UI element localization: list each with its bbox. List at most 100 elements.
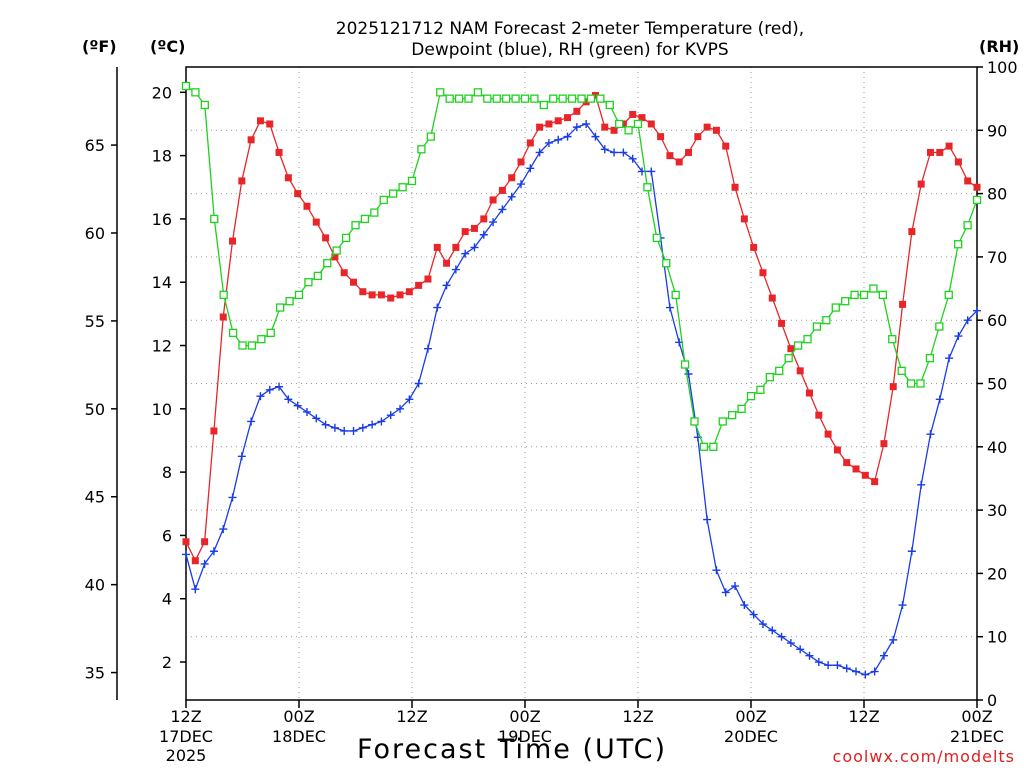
rh-point bbox=[859, 290, 869, 300]
rh-tick-label: 40 bbox=[987, 438, 1007, 457]
dewpoint-point bbox=[610, 148, 619, 157]
temperature-point bbox=[805, 389, 813, 397]
rh-point bbox=[304, 278, 313, 287]
temperature-point bbox=[489, 196, 497, 204]
rh-point bbox=[436, 88, 445, 97]
rh-point bbox=[972, 195, 982, 205]
fahrenheit-tick-label: 60 bbox=[85, 224, 105, 243]
temperature-point bbox=[405, 288, 413, 296]
temperature-point bbox=[564, 114, 572, 122]
dewpoint-point bbox=[786, 639, 795, 648]
dewpoint-point bbox=[209, 547, 218, 556]
rh-point bbox=[370, 208, 379, 217]
dewpoint-point bbox=[330, 423, 339, 432]
x-tick-hour-label: 12Z bbox=[622, 707, 653, 726]
dewpoint-point bbox=[684, 370, 693, 379]
rh-point bbox=[351, 221, 360, 230]
dewpoint-point bbox=[628, 154, 637, 163]
x-tick-year-label: 2025 bbox=[166, 746, 207, 765]
dewpoint-point bbox=[731, 582, 740, 591]
rh-tick-label: 80 bbox=[987, 185, 1007, 204]
temperature-point bbox=[647, 120, 655, 128]
temperature-point bbox=[247, 136, 255, 144]
rh-tick-label: 70 bbox=[987, 248, 1007, 267]
rh-point bbox=[709, 442, 718, 451]
dewpoint-point bbox=[293, 401, 302, 410]
rh-point bbox=[699, 442, 709, 451]
temperature-point bbox=[899, 300, 907, 308]
temperature-point bbox=[210, 427, 218, 435]
axes: 35 40 45 50 55 60 65 2 4 6 8 10 12 14 16 18 20 0 10 20 30 40 5… bbox=[85, 58, 1018, 710]
temperature-point bbox=[377, 291, 385, 299]
dewpoint-point bbox=[498, 205, 507, 214]
rh-point bbox=[916, 379, 925, 388]
chart-title-line-1: 2025121712 NAM Forecast 2-meter Temperat… bbox=[336, 19, 804, 39]
temperature-point bbox=[685, 148, 693, 156]
rh-point bbox=[426, 132, 435, 141]
temperature-point bbox=[350, 278, 358, 286]
chart-title: 2025121712 NAM Forecast 2-meter Temperat… bbox=[336, 19, 804, 60]
rh-point bbox=[191, 88, 200, 97]
temperature-point bbox=[815, 411, 823, 419]
temperature-point bbox=[610, 126, 618, 134]
temperature-point bbox=[889, 383, 897, 391]
temperature-point bbox=[619, 120, 627, 128]
temperature-point bbox=[443, 259, 451, 267]
temperature-point bbox=[294, 190, 302, 198]
celsius-tick-label: 20 bbox=[152, 83, 172, 102]
grid-lines bbox=[186, 67, 977, 700]
rh-point bbox=[803, 335, 812, 344]
rh-point bbox=[756, 385, 765, 394]
dewpoint-point bbox=[405, 395, 414, 404]
rh-tick-label: 30 bbox=[987, 501, 1007, 520]
temperature-point bbox=[591, 91, 599, 99]
dewpoint-point bbox=[470, 243, 479, 252]
rh-point bbox=[473, 88, 483, 97]
dewpoint-point bbox=[935, 395, 944, 404]
chart-title-line-2: Dewpoint (blue), RH (green) for KVPS bbox=[411, 40, 728, 60]
dewpoint-point bbox=[889, 635, 898, 644]
rh-point bbox=[662, 259, 671, 268]
dewpoint-point bbox=[796, 645, 805, 654]
temperature-point bbox=[787, 345, 795, 353]
temperature-point bbox=[452, 243, 460, 251]
dewpoint-point bbox=[517, 180, 526, 189]
rh-point bbox=[210, 214, 219, 224]
temperature-point bbox=[480, 215, 488, 223]
temperature-point bbox=[657, 133, 665, 141]
dewpoint-point bbox=[219, 525, 228, 534]
dewpoint-point bbox=[368, 420, 377, 429]
rh-point bbox=[963, 221, 972, 230]
rh-point bbox=[624, 126, 633, 135]
rh-tick-label: 20 bbox=[987, 564, 1007, 583]
data-series bbox=[181, 81, 982, 679]
rh-point bbox=[615, 119, 624, 129]
fahrenheit-tick-label: 45 bbox=[85, 488, 105, 507]
rh-point bbox=[793, 341, 803, 350]
rh-point bbox=[511, 94, 520, 103]
rh-point bbox=[888, 335, 897, 344]
rh-point bbox=[586, 94, 596, 103]
dewpoint-point bbox=[228, 493, 237, 502]
temperature-point bbox=[219, 313, 227, 321]
dewpoint-point bbox=[973, 306, 981, 315]
rh-point bbox=[869, 284, 878, 293]
temperature-point bbox=[666, 152, 674, 160]
x-tick-hour-label: 12Z bbox=[170, 707, 201, 726]
temperature-point bbox=[843, 459, 851, 467]
dewpoint-point bbox=[349, 426, 358, 435]
dewpoint-point bbox=[489, 218, 498, 227]
dewpoint-point bbox=[461, 249, 470, 258]
rh-point bbox=[643, 183, 652, 192]
dewpoint-point bbox=[284, 395, 293, 404]
temperature-point bbox=[256, 117, 264, 125]
x-tick-hour-label: 12Z bbox=[396, 707, 427, 726]
dewpoint-point bbox=[507, 192, 516, 201]
temperature-point bbox=[191, 557, 199, 565]
rh-point bbox=[228, 328, 238, 338]
rh-point bbox=[492, 94, 501, 103]
temperature-point bbox=[703, 123, 711, 131]
x-tick-date-label: 17DEC bbox=[159, 727, 213, 746]
